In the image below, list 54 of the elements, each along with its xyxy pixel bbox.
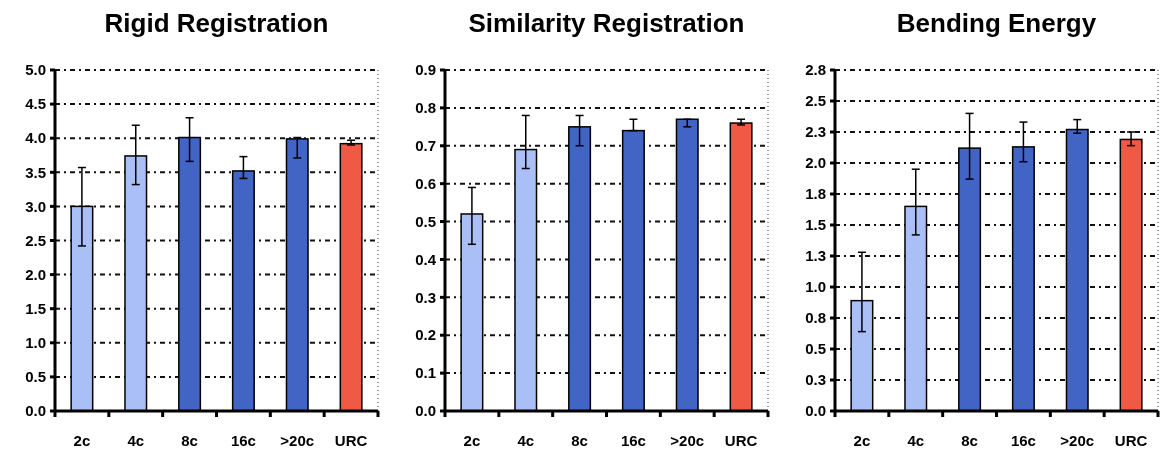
y-tick-label: 0.2 xyxy=(415,326,436,344)
y-tick-label: 1.5 xyxy=(805,216,826,234)
y-tick-label: 1.3 xyxy=(805,247,826,265)
y-tick-label: 2.3 xyxy=(805,123,826,141)
y-tick-label: 1.5 xyxy=(25,299,46,317)
y-tick-label: 1.0 xyxy=(805,278,826,296)
chart-title: Bending Energy xyxy=(896,8,1097,38)
y-tick-label: 3.0 xyxy=(25,197,46,215)
y-tick-label: 2.5 xyxy=(25,231,46,249)
x-tick-label: 16c xyxy=(230,432,256,449)
y-tick-label: 5.0 xyxy=(25,61,46,79)
x-tick-label: 4c xyxy=(127,432,145,449)
y-tick-label: 2.8 xyxy=(805,61,826,79)
y-tick-label: 0.5 xyxy=(805,340,826,358)
x-tick-label: 8c xyxy=(961,432,978,449)
y-tick-label: 0.8 xyxy=(805,309,826,327)
y-tick-label: 0.0 xyxy=(415,402,436,420)
x-tick-label: 8c xyxy=(571,432,588,449)
x-tick-label: 16c xyxy=(1010,432,1036,449)
y-tick-label: 1.8 xyxy=(805,185,826,203)
y-tick-label: 0.5 xyxy=(415,212,436,230)
chart-title: Similarity Registration xyxy=(468,8,745,38)
y-tick-label: 0.1 xyxy=(415,364,436,382)
x-tick-label: URC xyxy=(334,432,368,449)
y-tick-label: 0.0 xyxy=(25,402,46,420)
x-tick-label: 2c xyxy=(73,432,91,449)
x-tick-label: 4c xyxy=(517,432,535,449)
x-tick-label: >20c xyxy=(670,432,705,449)
y-tick-label: 0.9 xyxy=(415,61,436,79)
x-tick-label: 2c xyxy=(853,432,871,449)
y-tick-label: 0.6 xyxy=(415,174,436,192)
y-tick-label: 4.5 xyxy=(25,95,46,113)
y-tick-label: 2.0 xyxy=(805,154,826,172)
y-tick-label: 3.5 xyxy=(25,163,46,181)
x-tick-label: 2c xyxy=(463,432,481,449)
y-tick-label: 4.0 xyxy=(25,129,46,147)
y-tick-label: 0.3 xyxy=(805,371,826,389)
y-tick-label: 1.0 xyxy=(25,334,46,352)
y-tick-label: 0.0 xyxy=(805,402,826,420)
y-tick-label: 0.8 xyxy=(415,99,436,117)
x-tick-label: >20c xyxy=(280,432,315,449)
x-tick-label: >20c xyxy=(1060,432,1095,449)
x-tick-label: 4c xyxy=(907,432,925,449)
x-tick-label: URC xyxy=(724,432,758,449)
y-tick-label: 0.3 xyxy=(415,288,436,306)
y-tick-label: 2.5 xyxy=(805,92,826,110)
y-tick-label: 0.7 xyxy=(415,137,436,155)
x-tick-label: 8c xyxy=(181,432,198,449)
x-tick-label: URC xyxy=(1114,432,1148,449)
y-tick-label: 0.5 xyxy=(25,368,46,386)
chart-title: Rigid Registration xyxy=(104,8,329,38)
y-tick-label: 0.4 xyxy=(415,250,437,268)
y-tick-label: 2.0 xyxy=(25,265,46,283)
x-tick-label: 16c xyxy=(620,432,646,449)
